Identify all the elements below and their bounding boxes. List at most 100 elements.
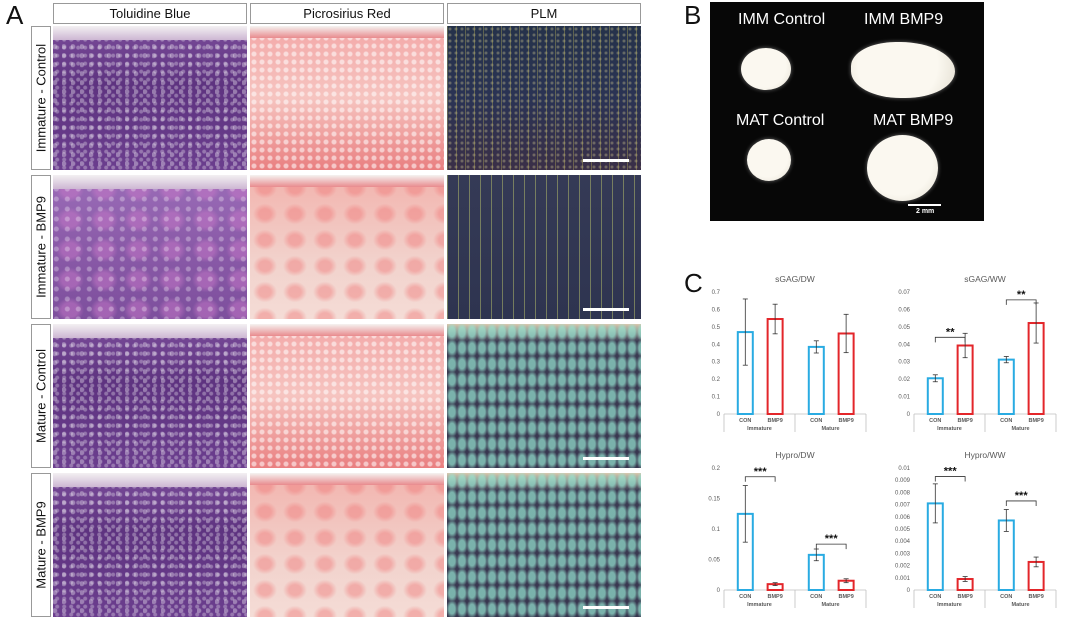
group-label: Immature	[937, 426, 962, 432]
chart-title: Hypro/WW	[964, 450, 1005, 460]
micrograph-immature-bmp9-picrosirius-red	[250, 175, 444, 319]
chart-hypro-dw: Hypro/DW 0 0.05 0.1 0.15 0.2 CON BMP9 CON BMP9 Imm…	[700, 448, 870, 618]
label-mat-control: MAT Control	[736, 112, 825, 129]
y-tick-label: 0.4	[712, 342, 721, 348]
group-label: Mature	[821, 602, 839, 608]
significance-bracket	[1005, 500, 1037, 506]
panel-a-label: A	[6, 0, 24, 30]
y-tick-label: 0.005	[895, 527, 911, 533]
x-tick-label: CON	[929, 594, 941, 600]
y-tick-label: 0.01	[898, 466, 910, 472]
bar	[926, 377, 944, 416]
x-tick-label: BMP9	[957, 594, 972, 600]
label-imm-control: IMM Control	[738, 11, 826, 28]
x-tick-label: BMP9	[1028, 418, 1043, 424]
column-header-plm: PLM	[447, 3, 641, 24]
chart-svg: Hypro/DW 0 0.05 0.1 0.15 0.2 CON BMP9 CON BMP9 Imm…	[708, 450, 867, 608]
y-tick-label: 0	[907, 588, 911, 594]
micrograph-mature-bmp9-picrosirius-red	[250, 473, 444, 617]
y-tick-label: 0.2	[712, 466, 721, 472]
x-tick-label: CON	[929, 418, 941, 424]
group-label: Immature	[747, 602, 772, 608]
y-tick-label: 0.02	[898, 377, 910, 383]
significance-bracket	[815, 543, 847, 550]
micrograph-mature-control-plm	[447, 324, 641, 468]
y-tick-label: 0	[717, 588, 721, 594]
x-tick-label: CON	[1000, 594, 1012, 600]
y-tick-label: 0.008	[895, 490, 911, 496]
y-tick-label: 0.1	[712, 395, 721, 401]
y-tick-label: 0.15	[708, 497, 720, 503]
significance-label: **	[1017, 289, 1026, 301]
chart-svg: Hypro/WW 0 0.001 0.002 0.003 0.004 0.005 0.006 0…	[895, 450, 1057, 608]
significance-label: ***	[1015, 490, 1029, 502]
x-tick-label: BMP9	[838, 594, 853, 600]
y-tick-label: 0.3	[712, 360, 721, 366]
chart-title: sGAG/DW	[775, 274, 815, 284]
bar	[997, 358, 1015, 415]
group-label: Immature	[747, 426, 772, 432]
y-tick-label: 0.05	[898, 325, 910, 331]
explant-mat-bmp9	[867, 135, 938, 201]
panel-b-label: B	[684, 0, 702, 30]
significance-label: ***	[944, 466, 958, 478]
y-tick-label: 0.001	[895, 576, 911, 582]
x-tick-label: BMP9	[1028, 594, 1043, 600]
y-tick-label: 0.6	[712, 307, 721, 313]
significance-label: **	[946, 326, 955, 338]
label-mat-bmp9: MAT BMP9	[873, 112, 954, 129]
label-imm-bmp9: IMM BMP9	[864, 11, 944, 28]
chart-title: sGAG/WW	[964, 274, 1006, 284]
micrograph-immature-control-picrosirius-red	[250, 26, 444, 170]
x-tick-label: CON	[810, 594, 822, 600]
scale-bar-label: 2 mm	[916, 208, 935, 215]
x-tick-label: CON	[739, 594, 751, 600]
chart-title: Hypro/DW	[775, 450, 814, 460]
scale-bar	[908, 204, 941, 206]
y-tick-label: 0.1	[712, 527, 721, 533]
x-tick-label: CON	[739, 418, 751, 424]
chart-hypro-ww: Hypro/WW 0 0.001 0.002 0.003 0.004 0.005 0.006 0…	[890, 448, 1060, 618]
row-label-immature-control: Immature - Control	[31, 26, 51, 170]
group-label: Immature	[937, 602, 962, 608]
column-header-picrosirius-red: Picrosirius Red	[250, 3, 444, 24]
micrograph-immature-bmp9-plm	[447, 175, 641, 319]
row-label-mature-control: Mature - Control	[31, 324, 51, 468]
explant-imm-bmp9	[851, 42, 955, 98]
y-tick-label: 0.006	[895, 515, 911, 521]
significance-label: ***	[754, 466, 768, 478]
y-tick-label: 0.05	[708, 558, 720, 564]
explant-photo: IMM Control IMM BMP9 MAT Control MAT BMP…	[710, 2, 984, 221]
x-tick-label: CON	[810, 418, 822, 424]
x-tick-label: BMP9	[767, 418, 782, 424]
micrograph-mature-control-toluidine-blue	[53, 324, 247, 468]
y-tick-label: 0.07	[898, 290, 910, 296]
y-tick-label: 0.004	[895, 539, 911, 545]
bar	[807, 345, 825, 415]
column-header-toluidine-blue: Toluidine Blue	[53, 3, 247, 24]
micrograph-mature-bmp9-toluidine-blue	[53, 473, 247, 617]
row-label-mature-bmp9: Mature - BMP9	[31, 473, 51, 617]
y-tick-label: 0.2	[712, 377, 721, 383]
explant-imm-control	[741, 48, 791, 90]
micrograph-immature-control-plm	[447, 26, 641, 170]
significance-bracket	[744, 476, 776, 482]
chart-svg: sGAG/DW 0 0.1 0.2 0.3 0.4 0.5 0.6 0.7 CON BMP9 CON B…	[712, 274, 867, 432]
x-tick-label: BMP9	[838, 418, 853, 424]
significance-label: ***	[825, 533, 839, 545]
significance-bracket	[934, 336, 966, 343]
y-tick-label: 0.003	[895, 551, 911, 557]
y-tick-label: 0.5	[712, 325, 721, 331]
chart-sgag-dw: sGAG/DW 0 0.1 0.2 0.3 0.4 0.5 0.6 0.7 CON BMP9 CON B…	[700, 272, 870, 442]
group-label: Mature	[1011, 602, 1029, 608]
significance-bracket	[1005, 299, 1037, 305]
y-tick-label: 0.04	[898, 342, 910, 348]
y-tick-label: 0.007	[895, 503, 911, 509]
y-tick-label: 0.002	[895, 564, 911, 570]
y-tick-label: 0.009	[895, 478, 911, 484]
micrograph-immature-bmp9-toluidine-blue	[53, 175, 247, 319]
y-tick-label: 0.03	[898, 360, 910, 366]
micrograph-mature-control-picrosirius-red	[250, 324, 444, 468]
y-tick-label: 0	[907, 412, 911, 418]
group-label: Mature	[821, 426, 839, 432]
